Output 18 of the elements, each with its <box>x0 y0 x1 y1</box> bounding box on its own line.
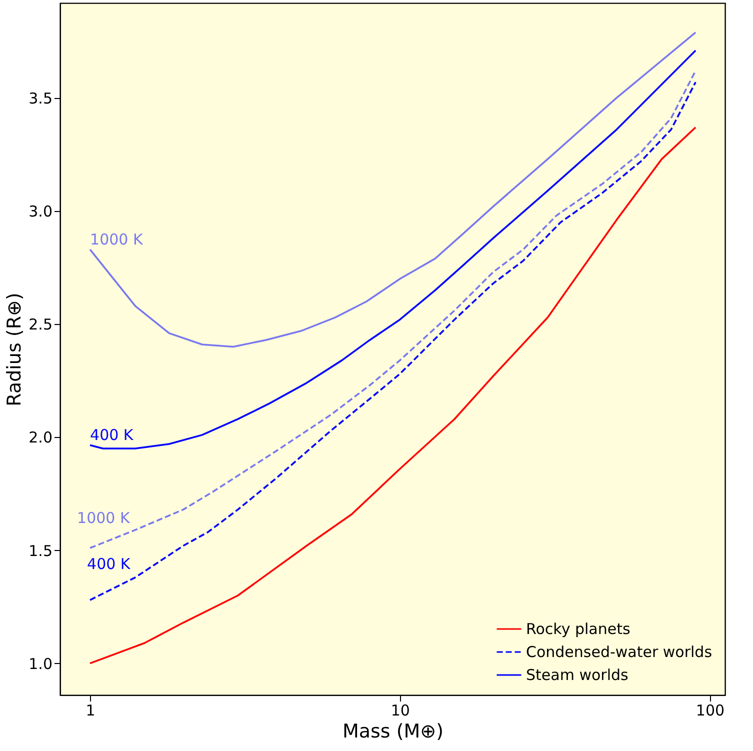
y-tick-label: 2.5 <box>28 316 52 334</box>
y-tick-label: 3.0 <box>28 202 52 221</box>
y-axis-title: Radius (R⊕) <box>4 292 26 406</box>
x-axis-title: Mass (M⊕) <box>342 720 444 742</box>
y-tick-label: 1.5 <box>28 542 52 560</box>
y-tick-label: 3.5 <box>28 89 52 108</box>
y-tick-label: 1.0 <box>28 654 52 673</box>
x-tick-label: 1 <box>86 702 96 720</box>
annotation: 400 K <box>87 555 132 574</box>
x-tick-label: 100 <box>696 702 725 720</box>
annotation: 400 K <box>90 426 134 444</box>
x-tick-label: 10 <box>390 702 410 720</box>
y-tick-label: 2.0 <box>28 428 52 447</box>
annotation: 1000 K <box>90 230 144 248</box>
legend-label: Rocky planets <box>526 620 630 638</box>
legend-label: Steam worlds <box>526 666 629 684</box>
annotation: 1000 K <box>77 509 131 528</box>
legend-label: Condensed-water worlds <box>526 643 712 661</box>
